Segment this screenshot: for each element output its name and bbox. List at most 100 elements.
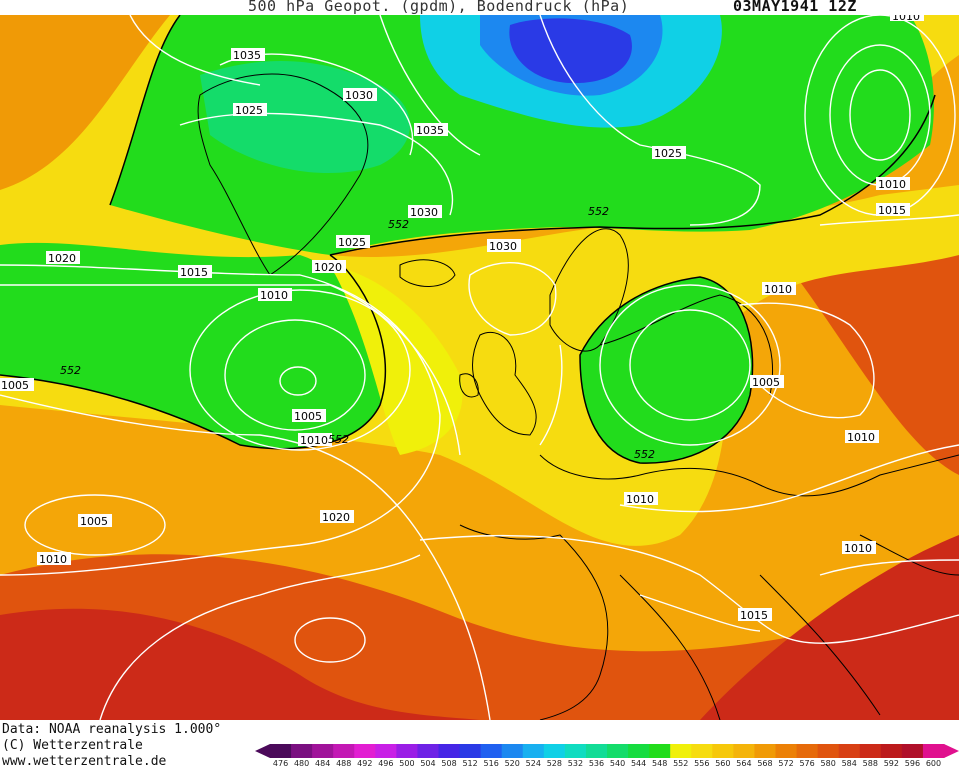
isobar-label: 1005 — [752, 376, 780, 389]
legend-value: 572 — [778, 759, 794, 768]
legend-arrow-low — [255, 744, 270, 758]
legend-value: 568 — [757, 759, 773, 768]
legend-swatch — [543, 744, 566, 758]
geopotential-label: 552 — [588, 205, 609, 218]
contour-552-a — [109, 15, 181, 206]
legend-swatch — [270, 744, 292, 758]
legend-swatch — [733, 744, 755, 758]
legend-value: 580 — [820, 759, 836, 768]
isobar-label: 1015 — [180, 266, 208, 279]
legend-value: 536 — [588, 759, 605, 768]
isobar-label: 1010 — [764, 283, 792, 296]
legend-swatch — [859, 744, 882, 758]
isobar-label: 1035 — [233, 49, 261, 62]
isobar-label: 1035 — [416, 124, 444, 137]
isobar-label: 1005 — [1, 379, 29, 392]
legend-value: 588 — [862, 759, 878, 768]
color-legend-bar — [255, 744, 959, 758]
legend-value: 524 — [525, 759, 541, 768]
legend-swatch — [501, 744, 524, 758]
legend-swatch — [291, 744, 313, 758]
isobar-label: 1030 — [489, 240, 517, 253]
isobar-label: 1025 — [654, 147, 682, 160]
isobar-label: 1010 — [260, 289, 288, 302]
legend-value: 500 — [399, 759, 415, 768]
website: www.wetterzentrale.de — [2, 754, 167, 769]
data-source: Data: NOAA reanalysis 1.000° — [2, 722, 222, 737]
legend-swatch — [880, 744, 903, 758]
field-yellow-tongue — [330, 265, 463, 455]
legend-swatch — [585, 744, 608, 758]
legend-swatch — [775, 744, 798, 758]
legend-swatch — [564, 744, 587, 758]
geopotential-label: 552 — [634, 448, 655, 461]
geopotential-label: 552 — [328, 433, 349, 446]
isobar-label: 1005 — [80, 515, 108, 528]
isobar-label: 1020 — [48, 252, 76, 265]
color-legend-labels: 476 480 484 488 492 496 500 504 508 512 516 520 524 5… — [270, 759, 944, 770]
contour-552-c — [0, 254, 387, 450]
legend-value: 484 — [315, 759, 331, 768]
legend-value: 488 — [336, 759, 352, 768]
legend-value: 492 — [357, 759, 373, 768]
legend-swatch — [628, 744, 650, 758]
map-date: 03MAY1941 12Z — [733, 0, 857, 15]
legend-value: 596 — [904, 759, 921, 768]
legend-value: 480 — [293, 759, 310, 768]
legend-value: 528 — [546, 759, 562, 768]
legend-value: 540 — [609, 759, 626, 768]
isobar-label: 1030 — [410, 206, 438, 219]
map-title: 500 hPa Geopot. (gpdm), Bodendruck (hPa) — [248, 0, 630, 15]
geopotential-labels: 552 552 552 552 552 552 — [60, 205, 655, 461]
legend-value: 496 — [378, 759, 394, 768]
isobar-label: 1010 — [878, 178, 906, 191]
legend-swatch — [817, 744, 840, 758]
isobar-label: 1010 — [844, 542, 872, 555]
isobar-label: 1015 — [878, 204, 906, 217]
contour-552-d — [579, 276, 754, 464]
isobar-label: 1010 — [626, 493, 654, 506]
legend-value: 556 — [694, 759, 710, 768]
legend-swatch — [607, 744, 629, 758]
legend-arrow-high — [944, 744, 959, 758]
legend-value: 600 — [925, 759, 942, 768]
legend-swatch — [712, 744, 734, 758]
legend-swatch — [333, 744, 355, 758]
legend-value: 504 — [420, 759, 436, 768]
legend-value: 520 — [504, 759, 520, 768]
legend-swatch — [901, 744, 924, 758]
legend-swatch — [354, 744, 376, 758]
isobar-label: 1010 — [300, 434, 328, 447]
contour-552-b — [329, 94, 936, 256]
isobar-label: 1010 — [847, 431, 875, 444]
copyright: (C) Wetterzentrale — [2, 738, 143, 753]
field-band-nw-orange — [0, 15, 170, 190]
legend-value: 548 — [652, 759, 668, 768]
legend-value: 592 — [883, 759, 899, 768]
legend-value: 476 — [272, 759, 289, 768]
isobar-label: 1010 — [39, 553, 67, 566]
legend-value: 508 — [441, 759, 457, 768]
legend-value: 564 — [736, 759, 752, 768]
legend-value: 552 — [673, 759, 689, 768]
legend-swatch — [649, 744, 671, 758]
legend-swatch — [480, 744, 503, 758]
geopotential-label: 552 — [60, 364, 81, 377]
field-band-588 — [0, 608, 480, 720]
isobar-label: 1030 — [345, 89, 373, 102]
legend-value: 576 — [799, 759, 815, 768]
legend-swatch — [670, 744, 692, 758]
legend-swatch — [438, 744, 461, 758]
legend-value: 544 — [630, 759, 647, 768]
isobar-label: 1020 — [314, 261, 342, 274]
legend-value: 532 — [567, 759, 584, 768]
field-deep-blue-low — [509, 18, 632, 84]
legend-swatch — [796, 744, 819, 758]
legend-swatch — [838, 744, 861, 758]
legend-value: 516 — [483, 759, 499, 768]
geopotential-label: 552 — [388, 218, 409, 231]
isobar-label: 1025 — [235, 104, 263, 117]
legend-swatch — [754, 744, 776, 758]
isobar-label: 1015 — [740, 609, 768, 622]
